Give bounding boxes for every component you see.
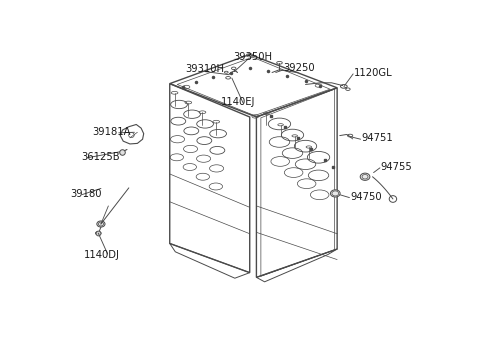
Text: 1140EJ: 1140EJ	[221, 97, 256, 107]
Ellipse shape	[96, 232, 101, 235]
Text: 39181A: 39181A	[92, 127, 131, 137]
Text: 1140DJ: 1140DJ	[84, 250, 120, 260]
Text: 1120GL: 1120GL	[354, 68, 393, 78]
Text: 39180: 39180	[71, 189, 102, 199]
Ellipse shape	[360, 173, 370, 180]
Ellipse shape	[97, 221, 105, 227]
Text: 39310H: 39310H	[185, 64, 224, 74]
Text: 39250: 39250	[283, 63, 315, 73]
Text: 36125B: 36125B	[82, 152, 120, 162]
Text: 94751: 94751	[361, 133, 393, 143]
Text: 94755: 94755	[381, 162, 412, 172]
Ellipse shape	[330, 190, 340, 197]
Text: 94750: 94750	[350, 192, 382, 202]
Text: 39350H: 39350H	[233, 52, 272, 62]
